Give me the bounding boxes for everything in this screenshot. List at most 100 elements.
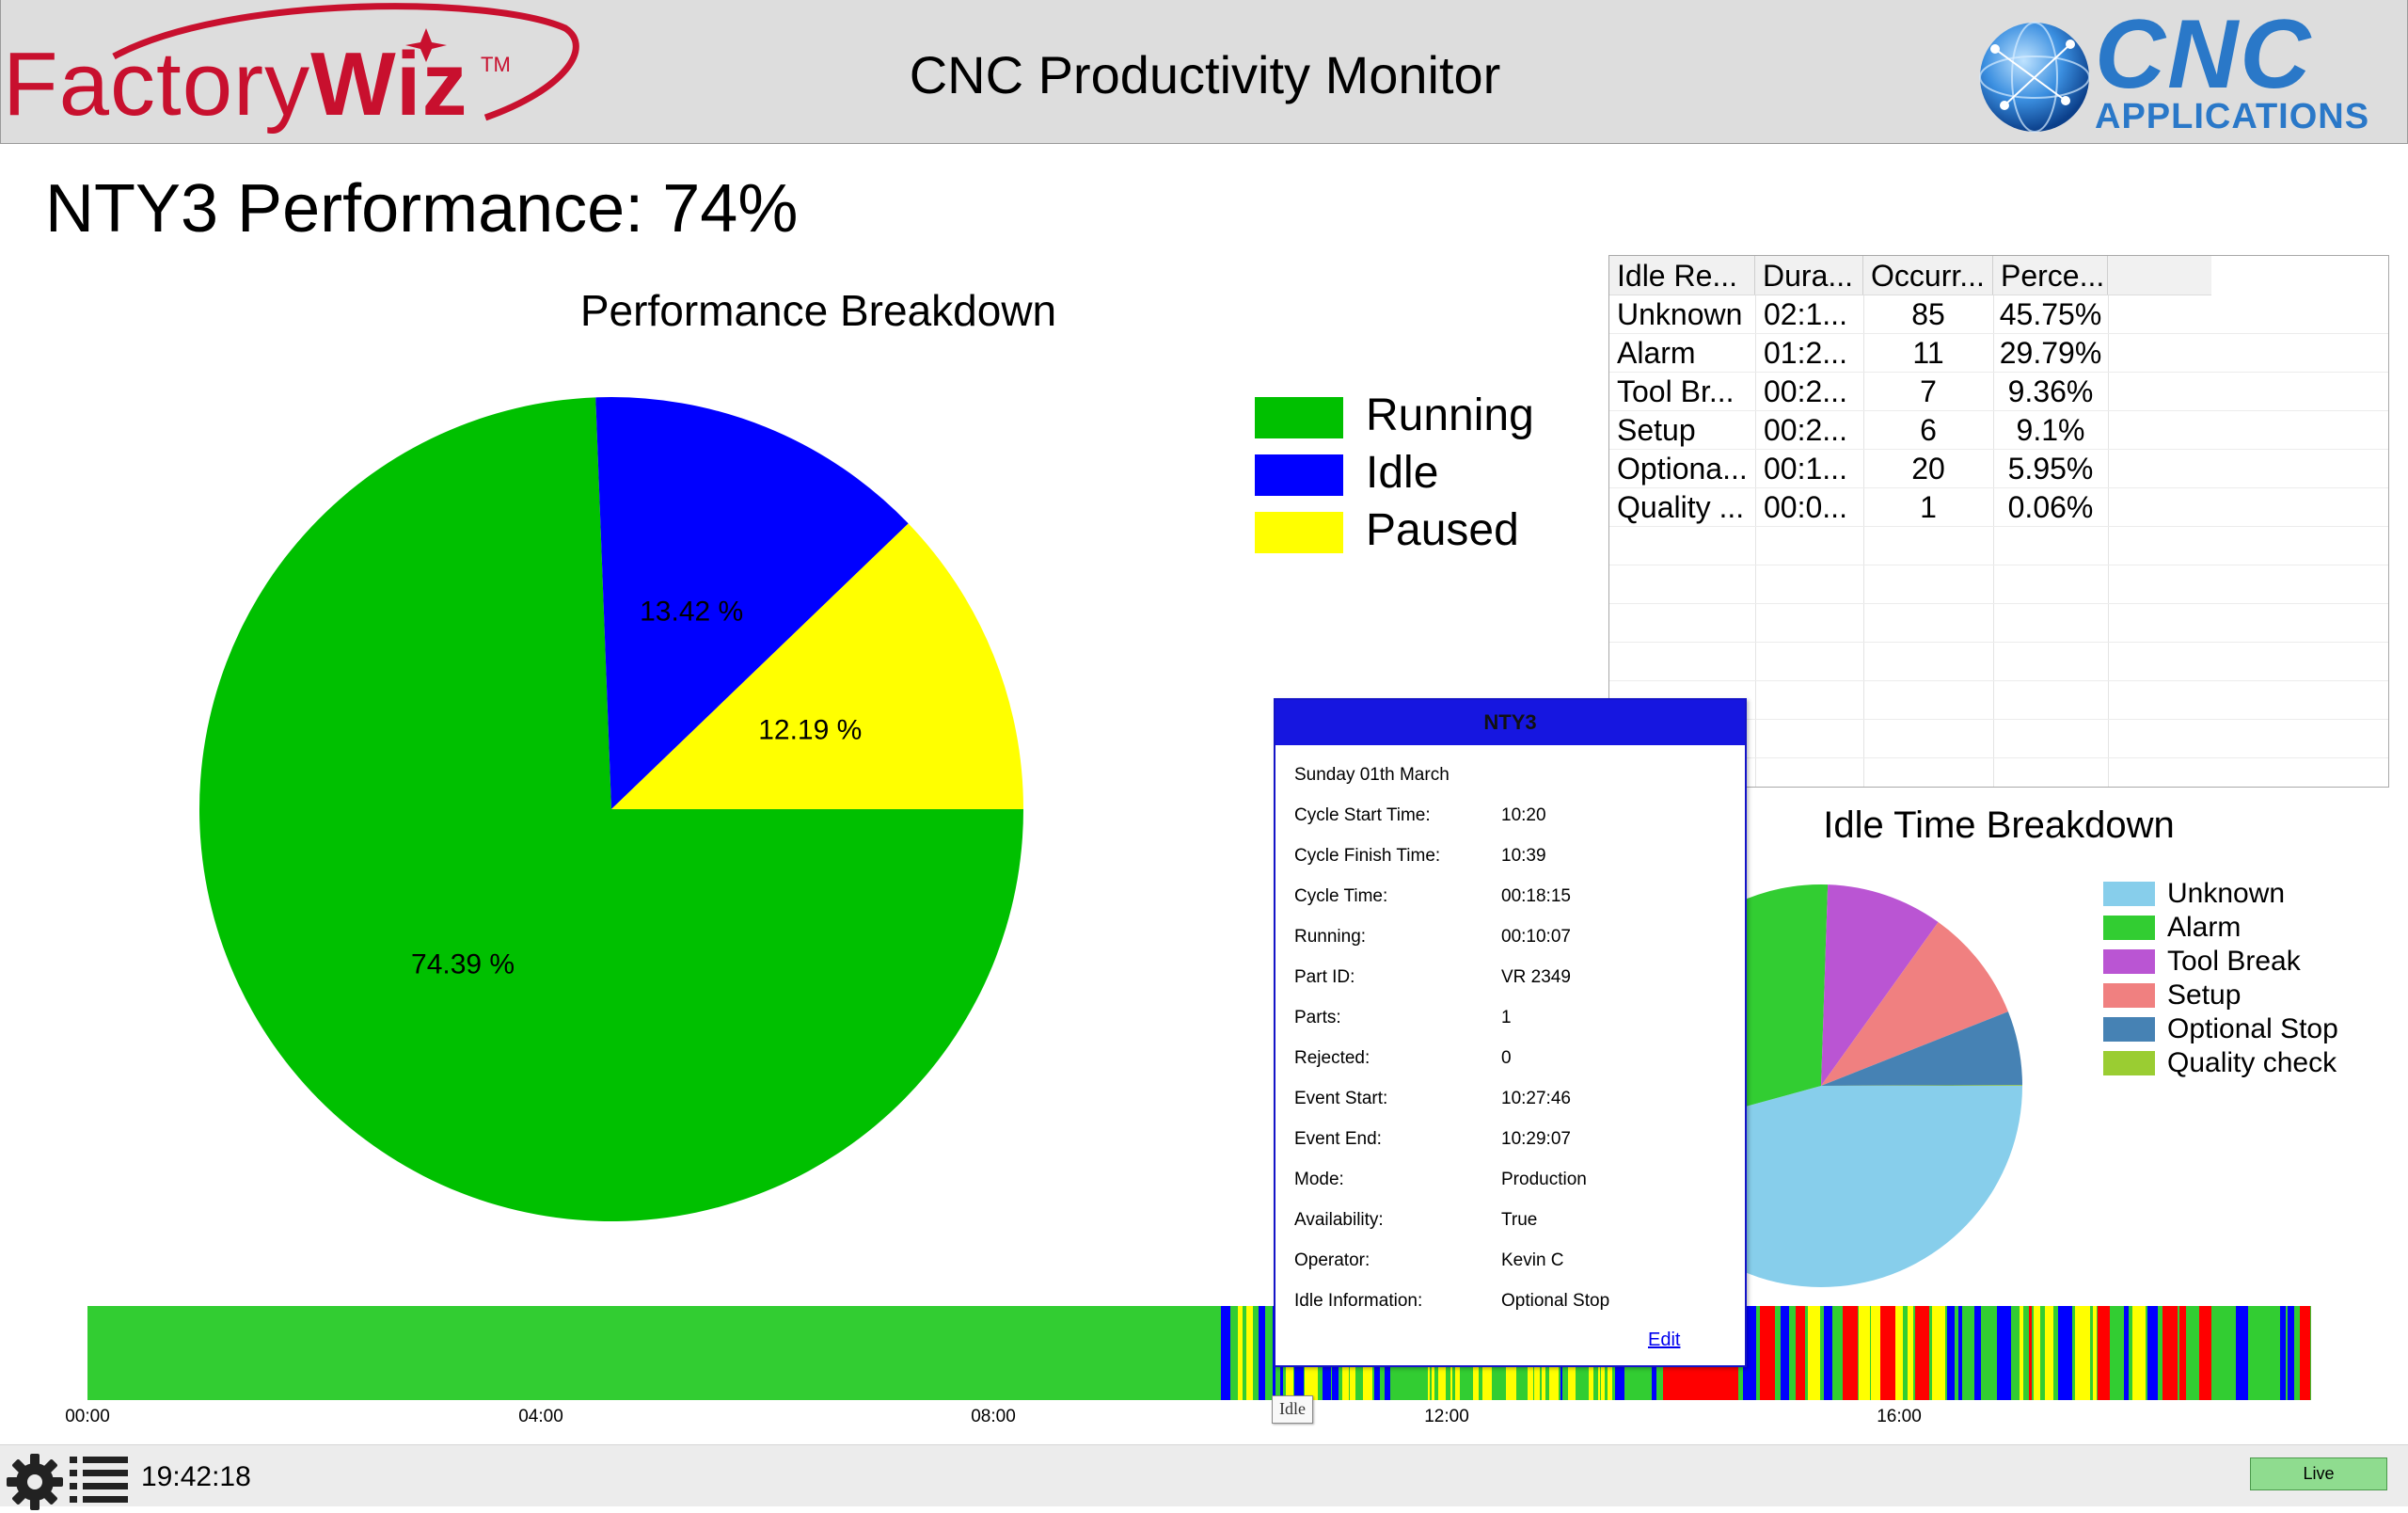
timeline-segment[interactable]: [2147, 1306, 2158, 1400]
cycle-details-popup[interactable]: NTY3 Sunday 01th March Cycle Start Time:…: [1274, 698, 1747, 1367]
timeline-segment[interactable]: [2288, 1306, 2294, 1400]
timeline-segment[interactable]: [1908, 1306, 1913, 1400]
cell-reason: Optiona...: [1617, 452, 1748, 486]
timeline-segment[interactable]: [1958, 1306, 1962, 1400]
table-row-empty: [1609, 565, 2388, 604]
legend-swatch-optional-stop: [2103, 1017, 2155, 1042]
cell-occurrences: 85: [1911, 297, 1945, 331]
timeline-segment[interactable]: [1808, 1306, 1820, 1400]
timeline-segment[interactable]: [2236, 1306, 2248, 1400]
timeline-segment[interactable]: [2093, 1306, 2097, 1400]
timeline-tick-label: 16:00: [1877, 1407, 1922, 1426]
column-divider: [1863, 256, 1864, 787]
pie-slice-setup[interactable]: [1821, 922, 2008, 1086]
column-header-idle-reason[interactable]: Idle Re...: [1609, 256, 1755, 295]
header-bar: FactoryWiz TM CNC Productivity Monitor C…: [0, 0, 2408, 144]
table-row[interactable]: Unknown 02:1... 85 45.75%: [1609, 295, 2388, 334]
pie-slice-optional-stop[interactable]: [1821, 1011, 2022, 1086]
factorywiz-wordmark: FactoryWiz: [3, 40, 468, 130]
table-row[interactable]: Tool Br... 00:2... 7 9.36%: [1609, 372, 2388, 411]
field-key: Running:: [1294, 927, 1367, 947]
timeline-tooltip: Idle: [1272, 1395, 1313, 1424]
timeline-segment[interactable]: [1843, 1306, 1858, 1400]
field-value: 00:18:15: [1501, 886, 1571, 906]
pie-slice-tool-break[interactable]: [1821, 884, 1939, 1086]
field-key: Idle Information:: [1294, 1291, 1423, 1311]
timeline-segment[interactable]: [1221, 1306, 1227, 1400]
field-value: Optional Stop: [1501, 1291, 1610, 1311]
live-button[interactable]: Live: [2250, 1457, 2387, 1490]
timeline-segment[interactable]: [1947, 1306, 1955, 1400]
timeline-segment[interactable]: [1871, 1306, 1880, 1400]
idle-breakdown-title: Idle Time Breakdown: [1823, 804, 2175, 846]
cell-occurrences: 11: [1912, 336, 1944, 370]
legend-label-idle: Idle: [1366, 448, 1439, 498]
gear-icon[interactable]: [4, 1451, 66, 1513]
field-key: Parts:: [1294, 1008, 1341, 1027]
timeline-segment[interactable]: [1760, 1306, 1775, 1400]
cell-reason: Tool Br...: [1617, 374, 1735, 408]
timeline-segment[interactable]: [2045, 1306, 2053, 1400]
table-row[interactable]: Quality ... 00:0... 1 0.06%: [1609, 487, 2388, 527]
timeline-segment[interactable]: [2179, 1306, 2186, 1400]
timeline-segment[interactable]: [2124, 1306, 2129, 1400]
field-value: 0: [1501, 1048, 1512, 1068]
pie-slice-idle[interactable]: [595, 397, 909, 809]
timeline-segment[interactable]: [2162, 1306, 2178, 1400]
timeline-segment[interactable]: [1781, 1306, 1789, 1400]
table-row[interactable]: Setup 00:2... 6 9.1%: [1609, 410, 2388, 450]
field-value: 10:39: [1501, 846, 1546, 866]
timeline-segment[interactable]: [1859, 1306, 1870, 1400]
timeline-segment[interactable]: [1246, 1306, 1253, 1400]
cell-percentage: 9.36%: [2007, 374, 2094, 408]
performance-breakdown-title: Performance Breakdown: [579, 286, 1057, 335]
timeline-tick-label: 08:00: [971, 1407, 1016, 1426]
field-value: 10:20: [1501, 805, 1546, 825]
timeline-segment[interactable]: [1974, 1306, 1981, 1400]
edit-link[interactable]: Edit: [1648, 1330, 1681, 1350]
column-header-percentage[interactable]: Perce...: [1993, 256, 2108, 295]
timeline-segment[interactable]: [2300, 1306, 2310, 1400]
table-row[interactable]: Optiona... 00:1... 20 5.95%: [1609, 449, 2388, 488]
popup-date: Sunday 01th March: [1294, 765, 1450, 785]
pie-slice-running[interactable]: [198, 397, 1023, 1221]
column-header-duration[interactable]: Dura...: [1755, 256, 1863, 295]
popup-title: NTY3: [1275, 700, 1745, 745]
timeline-segment[interactable]: [2132, 1306, 2146, 1400]
timeline-segment[interactable]: [1796, 1306, 1805, 1400]
table-header: Idle Re... Dura... Occurr... Perce...: [1609, 256, 2211, 295]
table-row[interactable]: Alarm 01:2... 11 29.79%: [1609, 333, 2388, 373]
performance-pie-chart[interactable]: 74.39 % 13.42 % 12.19 %: [188, 386, 1035, 1233]
popup-field-cycle-start: Cycle Start Time: 10:20: [1294, 804, 1736, 831]
timeline-segment[interactable]: [1895, 1306, 1903, 1400]
table-row-empty: [1609, 526, 2388, 565]
machine-state-timeline[interactable]: [87, 1306, 2319, 1400]
pie-slice-paused[interactable]: [611, 523, 1023, 809]
timeline-segment[interactable]: [2020, 1306, 2023, 1400]
timeline-segment[interactable]: [1915, 1306, 1929, 1400]
timeline-segment[interactable]: [1259, 1306, 1265, 1400]
cell-duration: 02:1...: [1764, 297, 1847, 331]
timeline-segment[interactable]: [2199, 1306, 2211, 1400]
pie-slice-quality-check[interactable]: [1821, 1085, 2022, 1086]
timeline-segment[interactable]: [2280, 1306, 2286, 1400]
timeline-segment[interactable]: [1227, 1306, 1230, 1400]
timeline-segment[interactable]: [1238, 1306, 1243, 1400]
timeline-segment[interactable]: [1932, 1306, 1945, 1400]
cnc-applications-logo: [1976, 8, 2400, 139]
popup-field-rejected: Rejected: 0: [1294, 1047, 1736, 1074]
column-header-occurrences[interactable]: Occurr...: [1863, 256, 1993, 295]
popup-field-parts: Parts: 1: [1294, 1007, 1736, 1033]
cell-percentage: 5.95%: [2007, 452, 2094, 486]
timeline-segment[interactable]: [1824, 1306, 1832, 1400]
timeline-segment[interactable]: [2034, 1306, 2040, 1400]
timeline-segment[interactable]: [2029, 1306, 2032, 1400]
timeline-segment[interactable]: [1880, 1306, 1895, 1400]
timeline-segment[interactable]: [1997, 1306, 2011, 1400]
field-value: 1: [1501, 1008, 1512, 1027]
timeline-segment[interactable]: [2075, 1306, 2090, 1400]
timeline-segment[interactable]: [2098, 1306, 2110, 1400]
timeline-end[interactable]: [2311, 1306, 2319, 1400]
timeline-segment[interactable]: [2058, 1306, 2072, 1400]
list-menu-icon[interactable]: [68, 1453, 130, 1507]
